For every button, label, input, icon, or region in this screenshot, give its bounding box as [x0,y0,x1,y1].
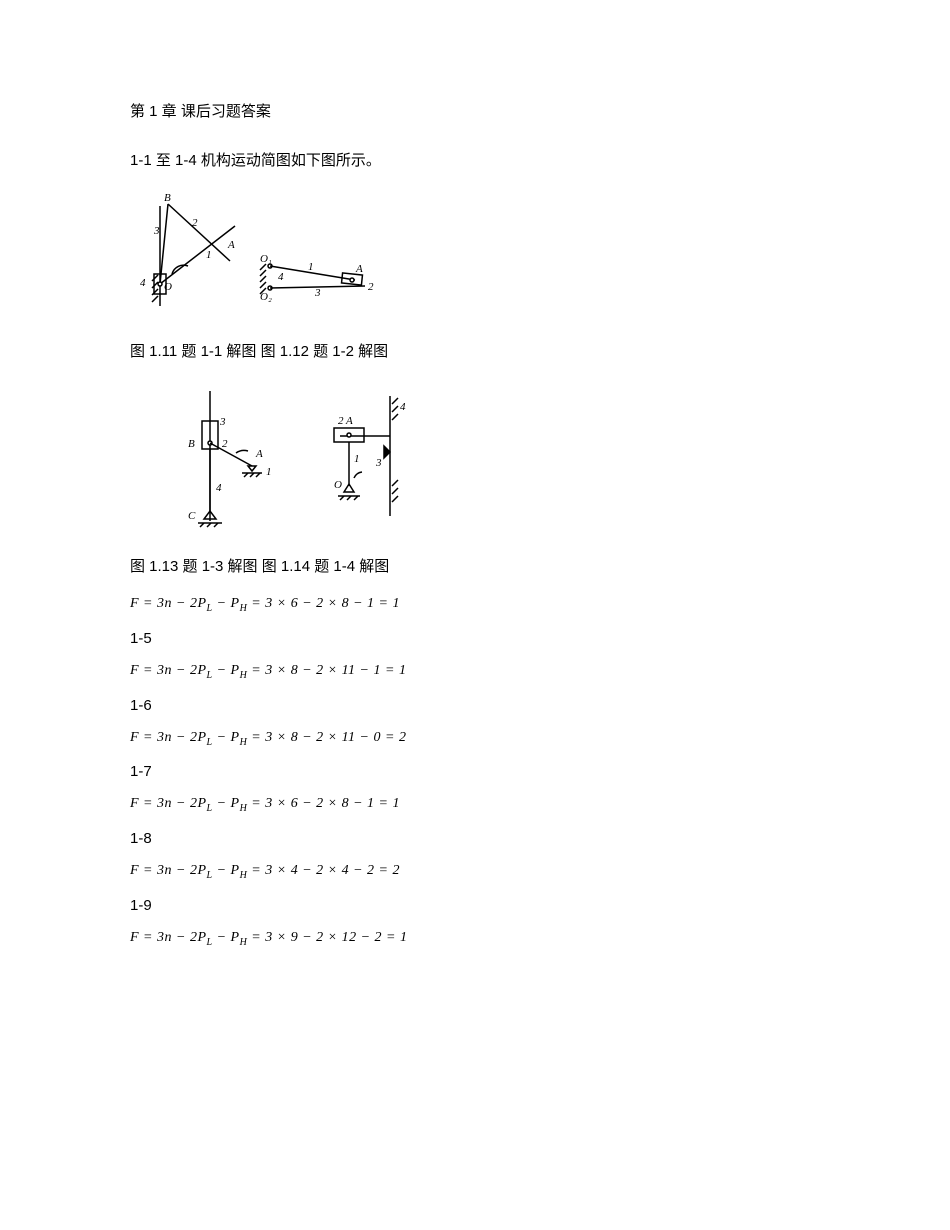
svg-text:A: A [355,263,363,275]
f-eq: = 3 × 9 − 2 × 12 − 2 = 1 [247,930,407,945]
svg-text:4: 4 [278,271,284,283]
diagram-group-1: B A 3 2 1 4 O [130,186,820,326]
problem-1-6: 1-6 [130,697,820,714]
f-mid: − P [213,596,240,611]
formula-1-9: F = 3n − 2PL − PH = 3 × 9 − 2 × 12 − 2 =… [130,930,820,948]
svg-text:3: 3 [375,457,382,469]
svg-text:O₁: O₁ [260,253,272,265]
svg-text:O: O [334,479,342,491]
formula-1-7: F = 3n − 2PL − PH = 3 × 6 − 2 × 8 − 1 = … [130,796,820,814]
formula-1-4: F = 3n − 2PL − PH = 3 × 6 − 2 × 8 − 1 = … [130,596,820,614]
svg-text:2: 2 [222,438,228,450]
f-prefix: F = 3n − 2P [130,730,207,745]
intro-text: 1-1 至 1-4 机构运动简图如下图所示。 [130,149,820,170]
f-prefix: F = 3n − 2P [130,863,207,878]
figure-1-11-1-12: B A 3 2 1 4 O [130,186,390,326]
formula-1-8: F = 3n − 2PL − PH = 3 × 4 − 2 × 4 − 2 = … [130,863,820,881]
f-mid: − P [213,863,240,878]
svg-text:3: 3 [219,416,226,428]
svg-text:4: 4 [140,277,146,289]
svg-text:A: A [255,448,263,460]
formula-1-5: F = 3n − 2PL − PH = 3 × 8 − 2 × 11 − 1 =… [130,663,820,681]
svg-text:4: 4 [400,401,406,413]
f-eq: = 3 × 6 − 2 × 8 − 1 = 1 [247,596,400,611]
diagram-group-2: 3 B 2 A 1 4 C [150,381,820,541]
problem-1-5: 1-5 [130,630,820,647]
f-eq: = 3 × 6 − 2 × 8 − 1 = 1 [247,796,400,811]
f-prefix: F = 3n − 2P [130,663,207,678]
problem-1-8: 1-8 [130,830,820,847]
f-mid: − P [213,796,240,811]
problem-1-9: 1-9 [130,897,820,914]
figure-1-13-1-14: 3 B 2 A 1 4 C [150,381,430,541]
f-prefix: F = 3n − 2P [130,596,207,611]
f-mid: − P [213,730,240,745]
svg-text:1: 1 [206,249,212,261]
f-prefix: F = 3n − 2P [130,930,207,945]
svg-text:B: B [188,438,195,450]
svg-text:O: O [164,281,172,293]
svg-text:O₂: O₂ [260,291,272,303]
f-prefix: F = 3n − 2P [130,796,207,811]
problem-1-7: 1-7 [130,763,820,780]
f-mid: − P [213,663,240,678]
f-eq: = 3 × 8 − 2 × 11 − 0 = 2 [247,730,406,745]
svg-text:1: 1 [266,466,272,478]
f-eq: = 3 × 4 − 2 × 4 − 2 = 2 [247,863,400,878]
svg-text:C: C [188,510,196,522]
svg-text:2: 2 [192,217,198,229]
svg-text:1: 1 [308,261,314,273]
svg-text:A: A [227,239,235,251]
caption-2: 图 1.13 题 1-3 解图 图 1.14 题 1-4 解图 [130,555,820,576]
f-eq: = 3 × 8 − 2 × 11 − 1 = 1 [247,663,406,678]
svg-text:1: 1 [354,453,360,465]
formula-1-6: F = 3n − 2PL − PH = 3 × 8 − 2 × 11 − 0 =… [130,730,820,748]
svg-text:2: 2 [368,281,374,293]
caption-1: 图 1.11 题 1-1 解图 图 1.12 题 1-2 解图 [130,340,820,361]
chapter-heading: 第 1 章 课后习题答案 [130,100,820,121]
f-mid: − P [213,930,240,945]
svg-text:3: 3 [314,287,321,299]
svg-text:4: 4 [216,482,222,494]
svg-text:3: 3 [153,225,160,237]
svg-text:2 A: 2 A [338,415,353,427]
svg-text:B: B [164,192,171,204]
